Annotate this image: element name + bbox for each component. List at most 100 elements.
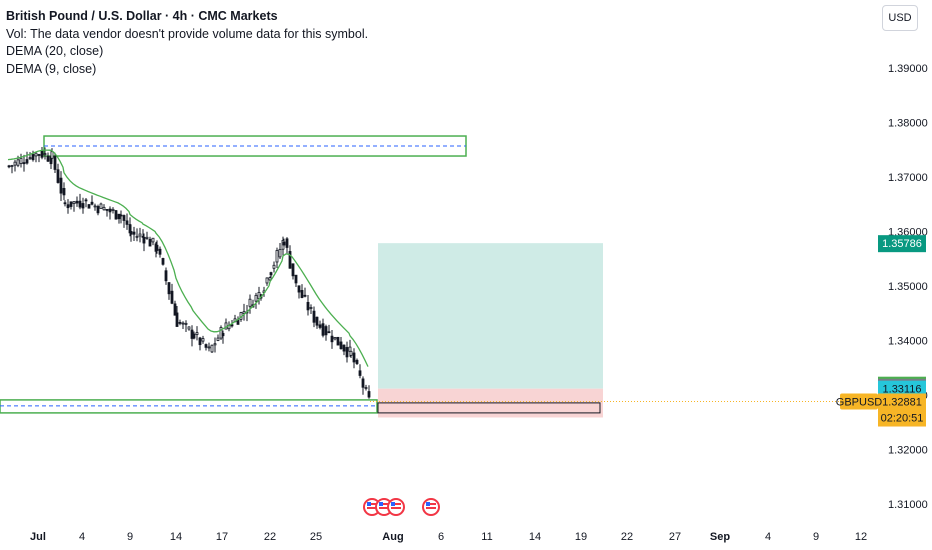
dema-layer: [7, 149, 369, 367]
candle: [90, 195, 94, 206]
candle: [254, 292, 258, 309]
x-tick-label: Sep: [710, 531, 730, 543]
candle: [318, 320, 322, 330]
candle: [63, 200, 67, 207]
x-tick-label: 22: [621, 531, 633, 543]
candle: [288, 245, 292, 269]
x-tick-label: 14: [529, 531, 541, 543]
candle: [221, 330, 225, 344]
candle: [195, 326, 199, 341]
candle: [142, 233, 146, 252]
candle: [59, 171, 63, 202]
candle: [358, 364, 362, 379]
event-markers[interactable]: [363, 498, 440, 516]
x-tick-label: 6: [438, 531, 444, 543]
candle: [117, 213, 121, 224]
currency-button[interactable]: USD: [882, 5, 918, 31]
candle: [72, 200, 76, 212]
time-axis[interactable]: Jul 4 9 14 17 22 25 Aug 6 11 14 19 22 27 Sep 4 9 12: [30, 531, 867, 543]
candle: [69, 201, 73, 210]
x-tick-label: 9: [127, 531, 133, 543]
candle: [19, 153, 23, 168]
x-tick-label: 11: [481, 531, 492, 543]
candle: [102, 204, 106, 211]
candle: [13, 159, 17, 172]
candle: [210, 344, 214, 354]
candle: [161, 257, 165, 266]
candle: [352, 348, 356, 369]
candle: [242, 303, 246, 321]
symbol-tag-label: GBPUSD: [836, 396, 883, 408]
candle: [66, 199, 70, 214]
candle: [145, 231, 149, 240]
us-flag-event-icon[interactable]: [422, 498, 440, 516]
candle: [278, 242, 282, 259]
candle: [108, 206, 112, 220]
candle: [132, 226, 136, 242]
candle: [87, 203, 91, 209]
candle: [297, 285, 301, 299]
candle: [272, 261, 276, 273]
entry-box[interactable]: [377, 402, 601, 414]
candle: [345, 341, 349, 363]
candle: [309, 304, 313, 315]
candle: [219, 325, 223, 341]
candle: [324, 324, 328, 341]
y-tick-label: 1.31000: [888, 499, 928, 511]
candle: [285, 237, 289, 254]
candle: [158, 246, 162, 258]
candle: [321, 318, 325, 338]
candle: [355, 358, 359, 365]
price-axis[interactable]: 1.390001.380001.370001.360001.350001.340…: [876, 0, 932, 550]
candle: [93, 203, 97, 211]
candle: [155, 240, 159, 254]
price-badge: 1.33116: [878, 380, 926, 398]
candle: [105, 209, 109, 217]
price-badge: 1.35786: [878, 235, 926, 253]
candle: [364, 384, 368, 391]
dema-line: [7, 149, 369, 367]
indicator-dema-20[interactable]: DEMA (20, close): [6, 44, 104, 58]
candle: [122, 214, 126, 228]
price-badge-label: 1.33116: [883, 384, 922, 396]
candle: [294, 274, 298, 287]
candle: [367, 385, 371, 399]
candle: [167, 282, 171, 300]
candle: [10, 164, 14, 174]
target-zone[interactable]: [378, 243, 603, 389]
candle: [111, 207, 115, 214]
volume-note: Vol: The data vendor doesn't provide vol…: [6, 26, 369, 41]
chart-legend: British Pound / U.S. Dollar · 4h · CMC M…: [6, 8, 368, 78]
candle: [291, 263, 295, 280]
candle: [306, 294, 310, 316]
candle: [175, 305, 179, 327]
x-tick-label: Aug: [382, 531, 403, 543]
candle: [135, 228, 139, 242]
candle: [265, 277, 269, 286]
candle: [22, 154, 26, 172]
candle: [173, 300, 177, 316]
candle: [339, 336, 343, 350]
candle: [151, 237, 155, 246]
candle: [327, 324, 331, 334]
candle: [275, 247, 279, 269]
candle: [99, 202, 103, 209]
candle: [129, 224, 133, 242]
candle: [216, 334, 220, 342]
x-tick-label: 9: [813, 531, 819, 543]
candle: [25, 151, 29, 165]
price-axis-bg[interactable]: [876, 0, 932, 550]
candle: [269, 271, 273, 279]
candle: [201, 335, 205, 344]
candle: [164, 267, 168, 285]
support-box[interactable]: [0, 399, 378, 414]
indicator-dema-9[interactable]: DEMA (9, close): [6, 61, 97, 76]
y-tick-label: 1.34000: [888, 336, 928, 348]
us-flag-event-icon[interactable]: [387, 498, 405, 516]
symbol-title[interactable]: British Pound / U.S. Dollar · 4h · CMC M…: [6, 9, 278, 23]
candle: [114, 209, 118, 220]
candle: [78, 193, 82, 210]
candle: [96, 204, 100, 216]
candle: [119, 210, 123, 224]
